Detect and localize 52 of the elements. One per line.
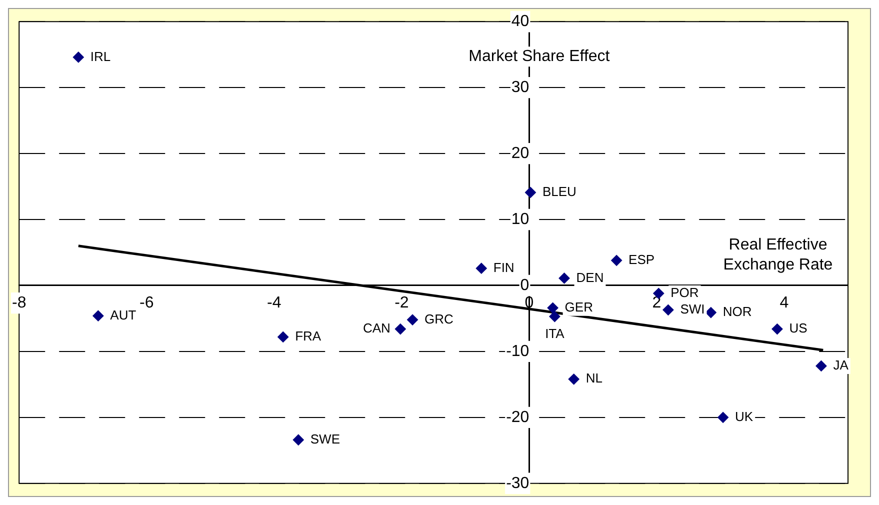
annotation: FRA	[295, 328, 322, 344]
annotation: DEN	[576, 270, 604, 285]
point	[558, 272, 570, 284]
y-tick-label: -10	[506, 342, 530, 360]
y-tick-label: 30	[511, 78, 530, 96]
y-tick-label: -30	[506, 474, 530, 492]
point	[524, 186, 536, 198]
y-tick-label: 10	[511, 210, 530, 228]
point	[662, 304, 674, 316]
x-tick-label: -6	[140, 294, 154, 312]
annotation: CAN	[362, 320, 390, 336]
point	[394, 324, 406, 335]
annotation: FIN	[493, 260, 514, 275]
point	[407, 314, 418, 326]
point	[476, 262, 487, 274]
annotation: SWI	[680, 301, 705, 316]
annotation: ITA	[545, 326, 565, 342]
annotation: GER	[564, 299, 593, 314]
annotation: US	[789, 320, 808, 336]
x-tick-label: -2	[394, 294, 409, 312]
point	[549, 310, 560, 322]
point	[278, 331, 289, 342]
annotation: GRC	[424, 311, 454, 326]
annotation: IRL	[90, 48, 111, 64]
point	[72, 52, 84, 63]
point	[772, 324, 783, 335]
annotation: AUT	[110, 307, 136, 322]
annotation: NL	[586, 370, 602, 386]
point	[92, 310, 104, 322]
x-axis-title: Real Effective Exchange Rate	[723, 236, 833, 274]
annotation: JA	[833, 358, 849, 373]
point	[568, 374, 580, 385]
x-tick-label: -4	[267, 294, 282, 312]
annotation: BLEU	[542, 184, 576, 200]
y-tick-label: 0	[520, 276, 530, 294]
point	[611, 254, 622, 266]
annotation: SWE	[310, 431, 340, 446]
annotation: NOR	[722, 304, 752, 320]
x-tick-label: -8	[12, 294, 26, 312]
x-tick-label: 4	[780, 294, 789, 312]
annotation: UK	[735, 409, 754, 424]
point	[292, 434, 304, 446]
point	[816, 360, 827, 372]
y-tick-label: -20	[506, 408, 530, 426]
y-axis-title: Market Share Effect	[468, 48, 610, 66]
point	[705, 307, 716, 318]
point	[547, 302, 558, 314]
y-tick-label: 40	[511, 13, 530, 30]
annotation: POR	[670, 284, 699, 300]
point	[718, 412, 729, 423]
annotation: ESP	[628, 252, 655, 267]
y-tick-label: 20	[511, 144, 530, 162]
